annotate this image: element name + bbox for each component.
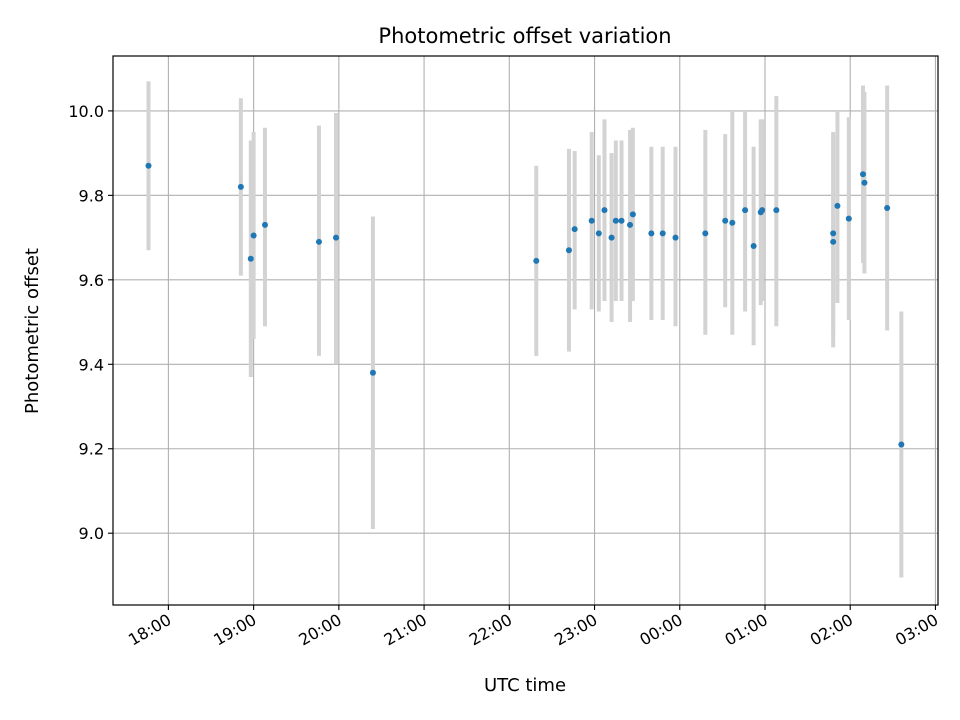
data-point [742, 207, 749, 214]
data-points [145, 162, 905, 448]
data-point [533, 257, 540, 264]
y-tick-label: 9.6 [79, 271, 104, 290]
data-point [247, 255, 254, 262]
data-point [884, 205, 891, 212]
data-point [333, 234, 340, 241]
y-tick-label: 9.8 [79, 186, 104, 205]
data-point [702, 230, 709, 237]
data-point [565, 247, 572, 254]
data-point [250, 232, 257, 239]
y-axis-title: Photometric offset [22, 248, 43, 414]
data-point [237, 183, 244, 190]
data-point [608, 234, 615, 241]
data-point [898, 441, 905, 448]
data-point [672, 234, 679, 241]
data-point [659, 230, 666, 237]
data-point [830, 238, 837, 245]
data-point [750, 243, 757, 250]
data-point [729, 219, 736, 226]
data-point [261, 221, 268, 228]
y-tick-label: 9.4 [79, 355, 104, 374]
y-tick-label: 10.0 [68, 102, 104, 121]
data-point [145, 162, 152, 169]
data-point [861, 179, 868, 186]
data-point [588, 217, 595, 224]
x-axis-title: UTC time [484, 675, 566, 696]
data-point [773, 207, 780, 214]
data-point [834, 202, 841, 209]
data-point [845, 215, 852, 222]
data-point [860, 171, 866, 178]
data-point [722, 217, 729, 224]
grid [113, 56, 938, 605]
data-point [595, 230, 602, 237]
data-point [629, 211, 636, 218]
y-tick-label: 9.0 [79, 524, 104, 543]
data-point [830, 230, 837, 237]
data-point [627, 221, 634, 228]
data-point [648, 230, 655, 237]
y-tick-label: 9.2 [79, 440, 104, 459]
plot-area-frame [112, 55, 939, 606]
data-point [601, 207, 608, 214]
chart-title: Photometric offset variation [378, 24, 671, 48]
data-point [369, 369, 376, 376]
data-point [612, 217, 619, 224]
data-point [618, 217, 625, 224]
data-point [571, 226, 578, 233]
data-point [759, 207, 766, 214]
data-point [315, 238, 322, 245]
